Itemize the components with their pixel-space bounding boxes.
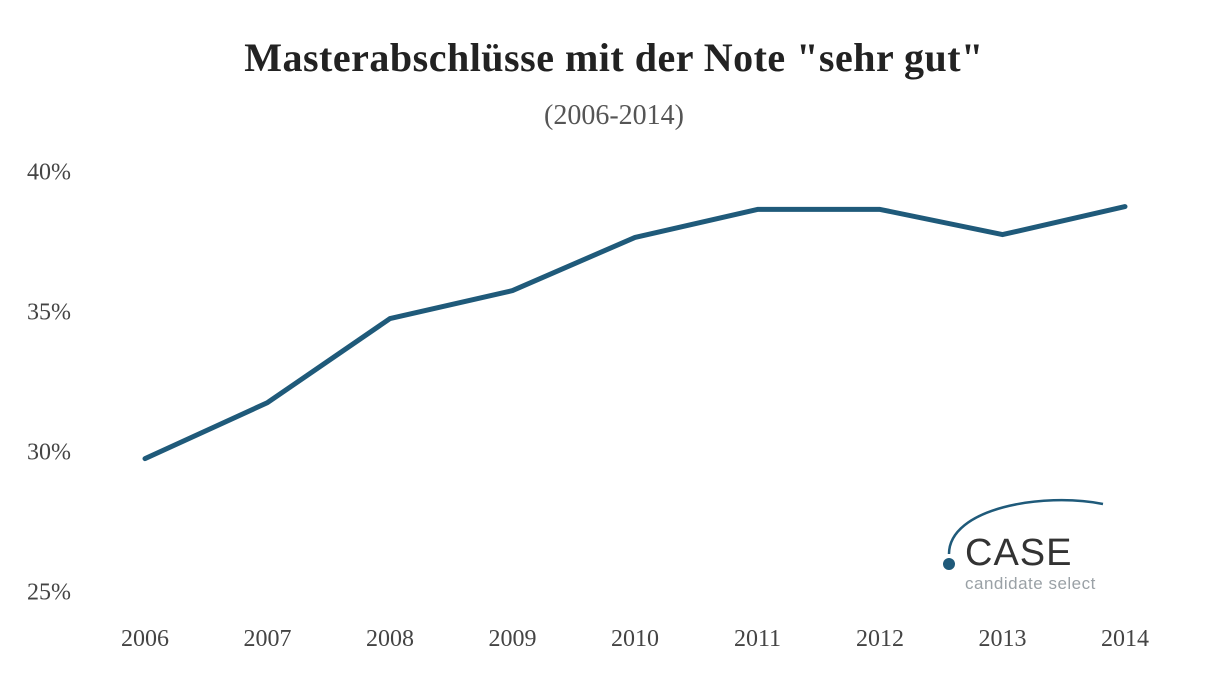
x-tick-label: 2013 [979, 626, 1027, 653]
x-tick-label: 2008 [366, 626, 414, 653]
plot-area: 25%30%35%40% 200620072008200920102011201… [85, 173, 1185, 593]
x-tick-label: 2006 [121, 626, 169, 653]
chart-container: Masterabschlüsse mit der Note "sehr gut"… [0, 0, 1228, 691]
brand-logo: CASE candidate select [943, 498, 1123, 598]
chart-title: Masterabschlüsse mit der Note "sehr gut" [0, 34, 1228, 81]
x-tick-label: 2011 [734, 626, 781, 653]
x-tick-label: 2014 [1101, 626, 1149, 653]
y-tick-label: 30% [5, 440, 71, 467]
logo-dot-icon [943, 558, 955, 570]
logo-tagline: candidate select [965, 574, 1096, 594]
y-tick-label: 35% [5, 300, 71, 327]
x-tick-label: 2010 [611, 626, 659, 653]
y-tick-label: 25% [5, 580, 71, 607]
chart-subtitle: (2006-2014) [0, 100, 1228, 132]
y-tick-label: 40% [5, 160, 71, 187]
x-tick-label: 2009 [489, 626, 537, 653]
logo-name: CASE [965, 532, 1072, 575]
x-tick-label: 2007 [244, 626, 292, 653]
x-tick-label: 2012 [856, 626, 904, 653]
